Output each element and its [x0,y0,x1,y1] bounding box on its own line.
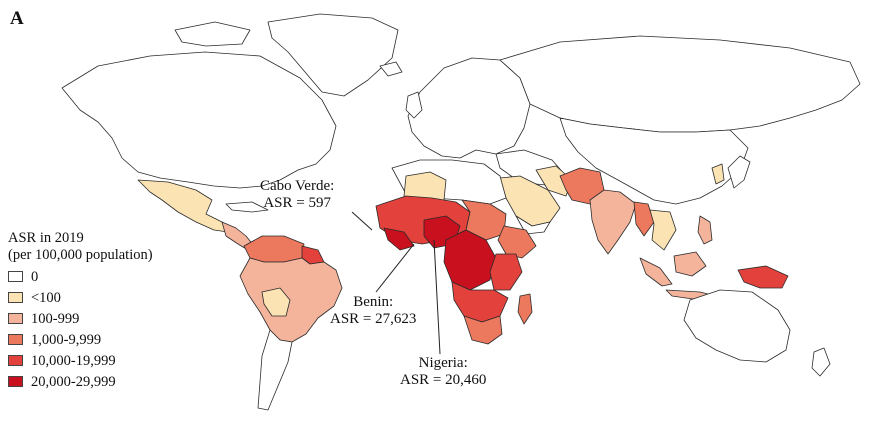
legend-item: 20,000-29,999 [8,371,153,392]
region-myanmar [633,201,655,237]
legend-item: 10,000-19,999 [8,350,153,371]
region-philippines [697,215,713,245]
legend-item: 100-999 [8,308,153,329]
region-iceland [379,61,403,77]
annotation-country: Nigeria: [418,355,468,371]
legend-item: 0 [8,266,153,287]
legend-label: 20,000-29,999 [31,373,116,390]
legend-item: 1,000-9,999 [8,329,153,350]
region-madagascar [517,293,533,325]
annotation-country: Cabo Verde: [260,178,335,194]
region-indonesia-sumatra [639,257,673,287]
legend-title: ASR in 2019 (per 100,000 population) [8,230,153,263]
region-greenland [267,13,399,97]
region-north-america [61,51,337,189]
region-central-africa [443,229,497,291]
annotation-country: Benin: [353,294,394,310]
region-indonesia-borneo [673,251,707,277]
annotation-nigeria: Nigeria: ASR = 20,460 [400,355,486,389]
region-europe [407,57,531,159]
legend-swatch [8,271,23,283]
region-southern-cone [257,329,293,411]
region-papua-new-guinea [737,265,789,289]
region-arctic-islands [174,21,251,47]
legend-label: 100-999 [31,310,80,327]
legend-title-line1: ASR in 2019 [8,230,84,246]
region-mexico [137,179,229,233]
panel-label: A [10,8,24,29]
region-sudan [461,199,507,241]
region-central-east-asia [559,117,749,205]
region-south-america [239,257,343,343]
legend-label: 10,000-19,999 [31,352,116,369]
region-india [589,189,637,255]
region-new-zealand [811,347,831,377]
legend-item: <100 [8,287,153,308]
region-bolivia-paraguay [261,287,291,317]
annotation-value: ASR = 27,623 [330,310,417,327]
legend-label: 1,000-9,999 [31,331,102,348]
region-uk [405,91,423,119]
legend-title-line2: (per 100,000 population) [8,246,153,263]
legend-label: <100 [31,289,61,306]
legend-swatch [8,334,23,346]
region-se-asia [649,209,677,251]
legend-swatch [8,376,23,388]
region-east-africa [489,253,523,291]
annotation-value: ASR = 20,460 [400,371,487,388]
region-korea [711,163,725,185]
legend-label: 0 [31,268,39,285]
map-legend: ASR in 2019 (per 100,000 population) 0 <… [8,230,153,392]
region-australia [683,289,791,363]
region-cuba [225,201,269,213]
region-japan [727,155,751,189]
region-southern-africa-south [463,315,503,345]
annotation-cabo-verde: Cabo Verde: ASR = 597 [260,178,334,212]
region-russia [499,35,861,133]
region-colombia-venezuela [243,235,305,263]
region-horn-of-africa [497,225,537,259]
annotation-benin: Benin: ASR = 27,623 [330,294,416,328]
legend-swatch [8,355,23,367]
legend-swatch [8,313,23,325]
annotation-value: ASR = 597 [263,194,331,211]
legend-swatch [8,292,23,304]
